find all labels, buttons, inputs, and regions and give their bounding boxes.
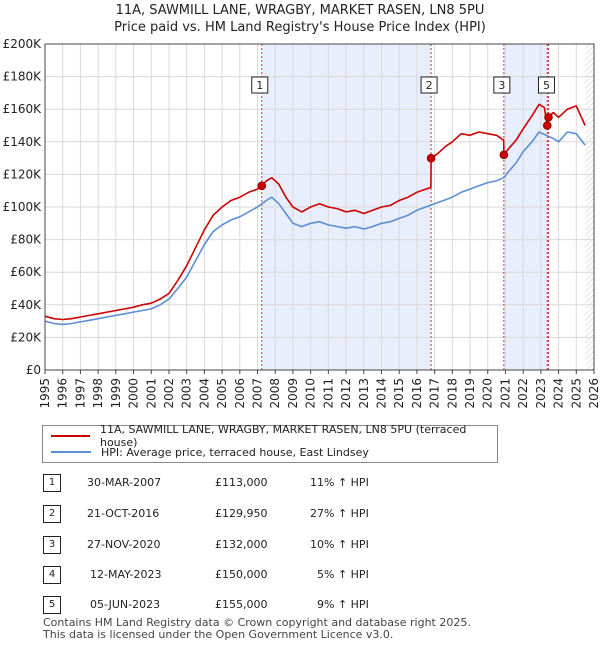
x-tick-label: 2011 — [321, 378, 335, 409]
x-tick-label: 2014 — [374, 378, 388, 409]
y-tick-label: £160K — [3, 102, 43, 116]
x-tick-label: 2004 — [197, 378, 211, 409]
y-tick-label: £0 — [26, 363, 41, 377]
sale-number-badge: 1 — [43, 474, 61, 492]
sale-price: £129,950 — [215, 507, 268, 520]
x-tick-label: 2016 — [410, 378, 424, 409]
x-tick-label: 1996 — [56, 378, 70, 409]
sale-hpi-change: 9% ↑ HPI — [317, 598, 369, 611]
property-price-line — [44, 103, 586, 321]
table-row: 3 27-NOV-2020 £132,000 10% ↑ HPI — [0, 536, 600, 556]
x-tick-label: 2020 — [481, 378, 495, 409]
sale-hpi-change: 11% ↑ HPI — [310, 476, 369, 489]
table-row: 4 12-MAY-2023 £150,000 5% ↑ HPI — [0, 566, 600, 586]
x-tick-label: 2018 — [445, 378, 459, 409]
sale-point — [257, 181, 267, 191]
sale-number-badge: 2 — [43, 505, 61, 523]
sale-number-badge: 5 — [43, 596, 61, 614]
x-tick-label: 2009 — [286, 378, 300, 409]
legend-label-property: 11A, SAWMILL LANE, WRAGBY, MARKET RASEN,… — [99, 423, 467, 449]
legend-item-hpi: HPI: Average price, terraced house, East… — [51, 444, 369, 460]
x-tick-label: 2006 — [233, 378, 247, 409]
x-tick-label: 2001 — [144, 378, 158, 409]
sale-label-box — [493, 76, 511, 94]
plot-border — [44, 43, 595, 371]
y-tick-label: £80K — [10, 233, 42, 247]
x-tick-label: 2019 — [463, 378, 477, 409]
sale-date: 12-MAY-2023 — [90, 568, 162, 581]
x-tick-label: 2002 — [162, 378, 176, 409]
y-tick-label: £100K — [3, 200, 43, 214]
footer-copyright: Contains HM Land Registry data © Crown c… — [43, 616, 471, 629]
sale-price: £132,000 — [215, 538, 268, 551]
sale-date: 05-JUN-2023 — [90, 598, 161, 611]
chart-title: 11A, SAWMILL LANE, WRAGBY, MARKET RASEN,… — [115, 3, 485, 18]
price-chart: 1 2 3 5 £0 £20K £40K £60K £80K £100K £120K £140K £1… — [3, 37, 600, 409]
sale-label-box — [251, 76, 269, 94]
x-tick-label: 2000 — [127, 378, 141, 409]
sale-label-box — [420, 76, 438, 94]
x-tick-label: 2005 — [215, 378, 229, 409]
sale-label-number: 2 — [426, 79, 433, 92]
x-tick-label: 2013 — [357, 378, 371, 409]
y-tick-label: £120K — [3, 167, 43, 181]
x-tick-label: 1999 — [109, 378, 123, 409]
sale-point — [499, 150, 509, 160]
x-tick-label: 2023 — [534, 378, 548, 409]
x-tick-label: 2025 — [569, 378, 583, 409]
sale-label-number: 3 — [498, 79, 505, 92]
y-tick-label: £140K — [3, 135, 43, 149]
x-tick-label: 1995 — [38, 378, 52, 409]
legend-swatch-property — [51, 435, 90, 437]
legend-swatch-hpi — [51, 451, 91, 453]
sale-number-badge: 3 — [43, 536, 61, 554]
x-tick-label: 2008 — [268, 378, 282, 409]
sale-label-number: 5 — [543, 79, 550, 92]
sale-date: 30-MAR-2007 — [87, 476, 162, 489]
sale-hpi-change: 27% ↑ HPI — [310, 507, 369, 520]
sale-point — [544, 113, 553, 122]
footer-license: This data is licensed under the Open Gov… — [43, 628, 394, 641]
y-tick-label: £200K — [3, 37, 43, 51]
sale-point — [542, 121, 552, 130]
table-row: 1 30-MAR-2007 £113,000 11% ↑ HPI — [0, 474, 600, 494]
table-row: 2 21-OCT-2016 £129,950 27% ↑ HPI — [0, 505, 600, 525]
x-tick-label: 1997 — [73, 378, 87, 409]
sale-date: 21-OCT-2016 — [87, 507, 160, 520]
chart-subtitle: Price paid vs. HM Land Registry's House … — [114, 20, 486, 35]
sale-price: £113,000 — [215, 476, 268, 489]
y-tick-label: £60K — [10, 265, 42, 279]
sale-date: 27-NOV-2020 — [87, 538, 161, 551]
sale-number-badge: 4 — [43, 566, 61, 584]
sale-hpi-change: 10% ↑ HPI — [310, 538, 369, 551]
hpi-line — [44, 131, 586, 326]
x-tick-label: 2007 — [251, 378, 265, 409]
x-tick-label: 2024 — [552, 378, 566, 409]
table-row: 5 05-JUN-2023 £155,000 9% ↑ HPI — [0, 596, 600, 616]
x-tick-label: 2026 — [587, 378, 600, 409]
x-tick-label: 1998 — [91, 378, 105, 409]
x-tick-label: 2012 — [339, 378, 353, 409]
y-tick-label: £40K — [10, 298, 42, 312]
sale-label-number: 1 — [256, 79, 263, 92]
y-tick-label: £180K — [3, 70, 43, 84]
y-tick-label: £20K — [10, 330, 42, 344]
sale-price: £155,000 — [215, 598, 268, 611]
footer: Contains HM Land Registry data © Crown c… — [43, 617, 471, 641]
legend-label-hpi: HPI: Average price, terraced house, East… — [101, 445, 369, 459]
x-tick-label: 2021 — [498, 378, 512, 409]
x-tick-label: 2015 — [392, 378, 406, 409]
sale-label-box — [537, 76, 555, 94]
x-tick-label: 2017 — [428, 378, 442, 409]
sale-point — [426, 153, 436, 163]
x-tick-label: 2003 — [180, 378, 194, 409]
chart-legend: 11A, SAWMILL LANE, WRAGBY, MARKET RASEN,… — [42, 423, 498, 463]
x-tick-label: 2010 — [304, 378, 318, 409]
sale-price: £150,000 — [215, 568, 268, 581]
sale-hpi-change: 5% ↑ HPI — [317, 568, 369, 581]
x-tick-label: 2022 — [516, 378, 530, 409]
legend-item-property: 11A, SAWMILL LANE, WRAGBY, MARKET RASEN,… — [51, 423, 497, 449]
